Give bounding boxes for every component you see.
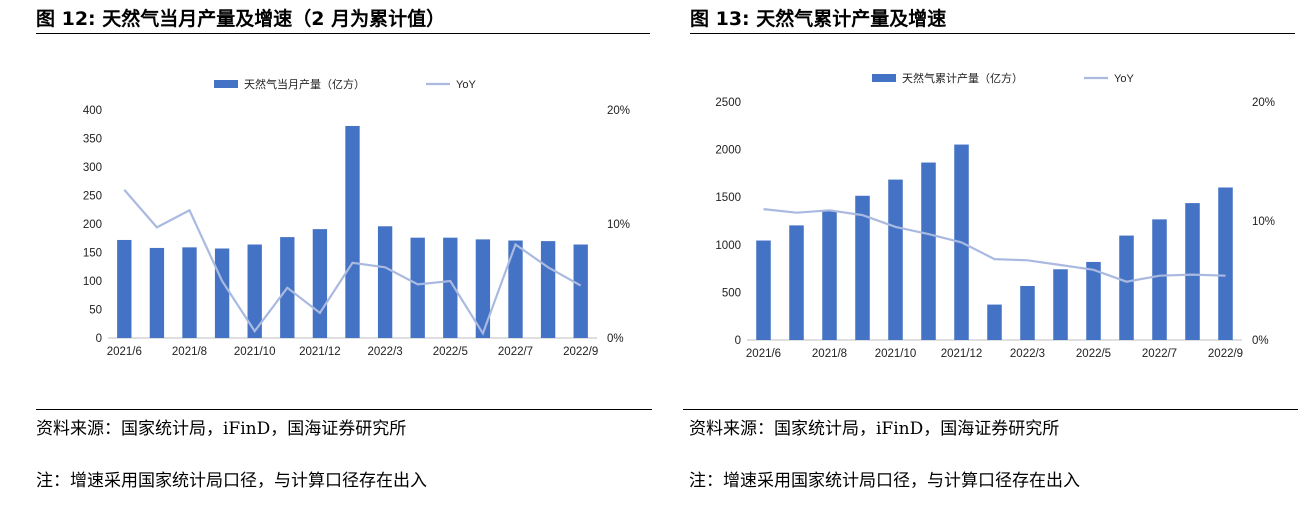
- y-tick-label: 1000: [715, 240, 741, 252]
- y-tick-label: 0: [96, 333, 102, 345]
- y2-tick-label: 20%: [607, 105, 630, 117]
- bar-2021/9: [855, 195, 870, 340]
- y2-tick-label: 0%: [607, 333, 624, 345]
- bar-2022/5: [1086, 261, 1101, 340]
- legend-bar-label: 天然气当月产量（亿方）: [244, 77, 365, 91]
- y2-tick-label: 0%: [1252, 335, 1269, 347]
- x-tick-label: 2022/5: [433, 346, 468, 358]
- x-tick-label: 2022/5: [1076, 348, 1111, 360]
- source-divider-right: [683, 409, 1298, 410]
- bar-2021/10: [888, 179, 903, 340]
- footnote-right: 注：增速采用国家统计局口径，与计算口径存在出入: [689, 471, 1080, 491]
- yoy-line: [123, 189, 582, 336]
- bar-2021/8: [822, 210, 837, 340]
- bar-2022/2: [987, 304, 1002, 340]
- legend-line-label: YoY: [456, 79, 476, 91]
- x-tick-label: 2021/8: [172, 346, 207, 358]
- y-tick-label: 300: [83, 162, 102, 174]
- y-tick-label: 150: [83, 248, 102, 260]
- legend-bar-swatch: [214, 80, 238, 88]
- figure-title: 图 12: 天然气当月产量及增速（2 月为累计值）: [36, 8, 446, 30]
- bar-2021/12: [312, 229, 328, 338]
- bar-2022/3: [377, 226, 393, 338]
- bar-2022/7: [508, 240, 523, 338]
- source-note-left: 资料来源：国家统计局，iFinD，国海证券研究所: [36, 419, 407, 439]
- y-tick-label: 250: [83, 191, 102, 203]
- title-divider: [36, 33, 650, 34]
- bar-2021/9: [214, 248, 230, 338]
- yoy-line: [763, 208, 1226, 283]
- bar-2021/10: [247, 244, 262, 338]
- y-tick-label: 200: [83, 219, 102, 231]
- y-tick-label: 500: [722, 287, 741, 299]
- bar-2022/3: [1020, 286, 1035, 340]
- bar-2022/9: [573, 244, 588, 338]
- bar-2022/2: [345, 125, 360, 339]
- y-tick-label: 50: [89, 305, 102, 317]
- x-tick-label: 2021/10: [234, 346, 276, 358]
- bar-2022/6: [475, 239, 491, 338]
- bar-2021/7: [149, 247, 165, 338]
- bar-2022/4: [410, 237, 425, 338]
- x-tick-label: 2021/8: [812, 348, 847, 360]
- bar-2022/8: [540, 241, 556, 338]
- y-tick-label: 2500: [715, 97, 741, 109]
- chart-panel-left: 图 12: 天然气当月产量及增速（2 月为累计值） 0 50 100 150 200 25…: [36, 8, 650, 358]
- x-tick-label: 2022/9: [563, 346, 598, 358]
- x-tick-label: 2022/7: [498, 346, 533, 358]
- x-tick-label: 2021/6: [107, 346, 142, 358]
- legend-bar-label: 天然气累计产量（亿方）: [902, 71, 1023, 85]
- bar-2021/6: [756, 240, 771, 340]
- y-tick-label: 2000: [715, 145, 741, 157]
- bar-2022/5: [443, 237, 458, 338]
- figure-title: 图 13: 天然气累计产量及增速: [690, 8, 947, 30]
- natural-gas-cumulative-chart: 0 500 1000 1500 2000 2500 0% 10% 20% 2021/6 2021/8…: [715, 71, 1275, 360]
- chart-panel-right: 图 13: 天然气累计产量及增速 0 500 1000 1500 2000 2500 0% 1…: [680, 0, 1298, 511]
- bar-2021/6: [117, 239, 132, 338]
- x-tick-label: 2022/7: [1142, 348, 1177, 360]
- y-tick-label: 400: [83, 105, 102, 117]
- bar-2022/7: [1152, 219, 1167, 340]
- y2-tick-label: 10%: [607, 219, 630, 231]
- x-tick-label: 2022/3: [368, 346, 403, 358]
- natural-gas-monthly-chart: 0 50 100 150 200 250 300 350 400 0% 10% 20% 2021/6 20…: [83, 77, 630, 358]
- footnote-left: 注：增速采用国家统计局口径，与计算口径存在出入: [36, 471, 427, 491]
- bar-2021/7: [789, 225, 804, 340]
- bar-2022/8: [1185, 203, 1200, 340]
- x-tick-label: 2021/12: [299, 346, 341, 358]
- y2-tick-label: 20%: [1252, 97, 1275, 109]
- x-tick-label: 2021/6: [746, 348, 781, 360]
- legend-line-label: YoY: [1114, 73, 1134, 85]
- legend-bar-swatch: [872, 74, 896, 82]
- bar-2021/11: [921, 162, 936, 340]
- x-tick-label: 2021/12: [941, 348, 983, 360]
- x-tick-label: 2021/10: [875, 348, 917, 360]
- source-divider-left: [36, 409, 652, 410]
- title-divider: [690, 33, 1295, 34]
- source-note-right: 资料来源：国家统计局，iFinD，国海证券研究所: [689, 419, 1060, 439]
- y2-tick-label: 10%: [1252, 216, 1275, 228]
- bar-2022/9: [1218, 187, 1233, 340]
- bar-2021/8: [182, 247, 197, 338]
- x-tick-label: 2022/3: [1010, 348, 1045, 360]
- bar-2022/6: [1119, 235, 1134, 340]
- y-tick-label: 100: [83, 276, 102, 288]
- x-tick-label: 2022/9: [1208, 348, 1243, 360]
- y-tick-label: 0: [735, 335, 741, 347]
- bar-2022/4: [1053, 269, 1068, 340]
- y-tick-label: 350: [83, 134, 102, 146]
- y-tick-label: 1500: [715, 192, 741, 204]
